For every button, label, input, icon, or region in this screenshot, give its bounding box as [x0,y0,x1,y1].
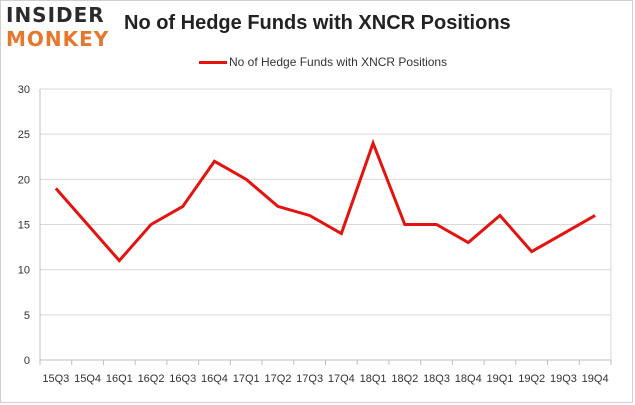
logo-line1: INSIDER [6,3,105,27]
data-point [594,214,597,217]
data-point [54,187,57,190]
x-tick-label: 16Q1 [106,373,133,385]
grid-layer [40,88,612,360]
x-tick-label: 17Q3 [296,373,323,385]
x-tick-label: 18Q2 [391,373,418,385]
x-tick-label: 18Q3 [423,373,450,385]
chart-title: No of Hedge Funds with XNCR Positions [124,12,511,34]
series-layer [54,138,597,263]
x-tick-label: 17Q4 [328,373,355,385]
data-point [340,232,343,235]
data-point [276,205,279,208]
x-tick-label: 15Q3 [42,373,69,385]
data-point [562,232,565,235]
data-point [118,259,121,262]
x-tick-label: 18Q4 [455,373,482,385]
data-point [467,241,470,244]
y-tick-label: 25 [18,129,30,141]
data-point [86,223,89,226]
x-tick-label: 17Q1 [233,373,260,385]
y-tick-label: 20 [18,174,30,186]
y-tick-label: 5 [24,310,30,322]
data-point [150,223,153,226]
data-point [308,214,311,217]
x-tick-label: 19Q4 [582,373,609,385]
y-tick-label: 30 [18,84,30,96]
data-point [245,178,248,181]
series-line [54,138,596,263]
y-tick-label: 15 [18,220,30,232]
data-point [181,205,184,208]
data-point [403,223,406,226]
data-point [213,160,216,163]
legend-label: No of Hedge Funds with XNCR Positions [229,55,448,69]
y-tick-label: 0 [24,355,30,367]
axis-layer: 0 5 10 15 20 25 30 15Q3 15Q4 16Q1 16Q2 16Q3 16Q4 17Q1… [18,84,612,385]
x-tick-label: 16Q4 [201,373,228,385]
x-tick-label: 17Q2 [264,373,291,385]
x-tick-label: 16Q3 [169,373,196,385]
x-tick-label: 15Q4 [74,373,101,385]
data-point [372,142,375,145]
legend-swatch [199,60,227,64]
x-tick-label: 19Q3 [550,373,577,385]
chart-legend: No of Hedge Funds with XNCR Positions [199,54,447,70]
x-tick-label: 16Q2 [138,373,165,385]
y-tick-label: 10 [18,265,30,277]
logo-line2: MONKEY [6,27,110,51]
insider-monkey-logo: INSIDER MONKEY [6,4,118,54]
data-point [530,250,533,253]
x-tick-label: 19Q2 [518,373,545,385]
data-point [435,223,438,226]
x-tick-label: 18Q1 [360,373,387,385]
x-tick-label: 19Q1 [487,373,514,385]
data-point [498,214,501,217]
